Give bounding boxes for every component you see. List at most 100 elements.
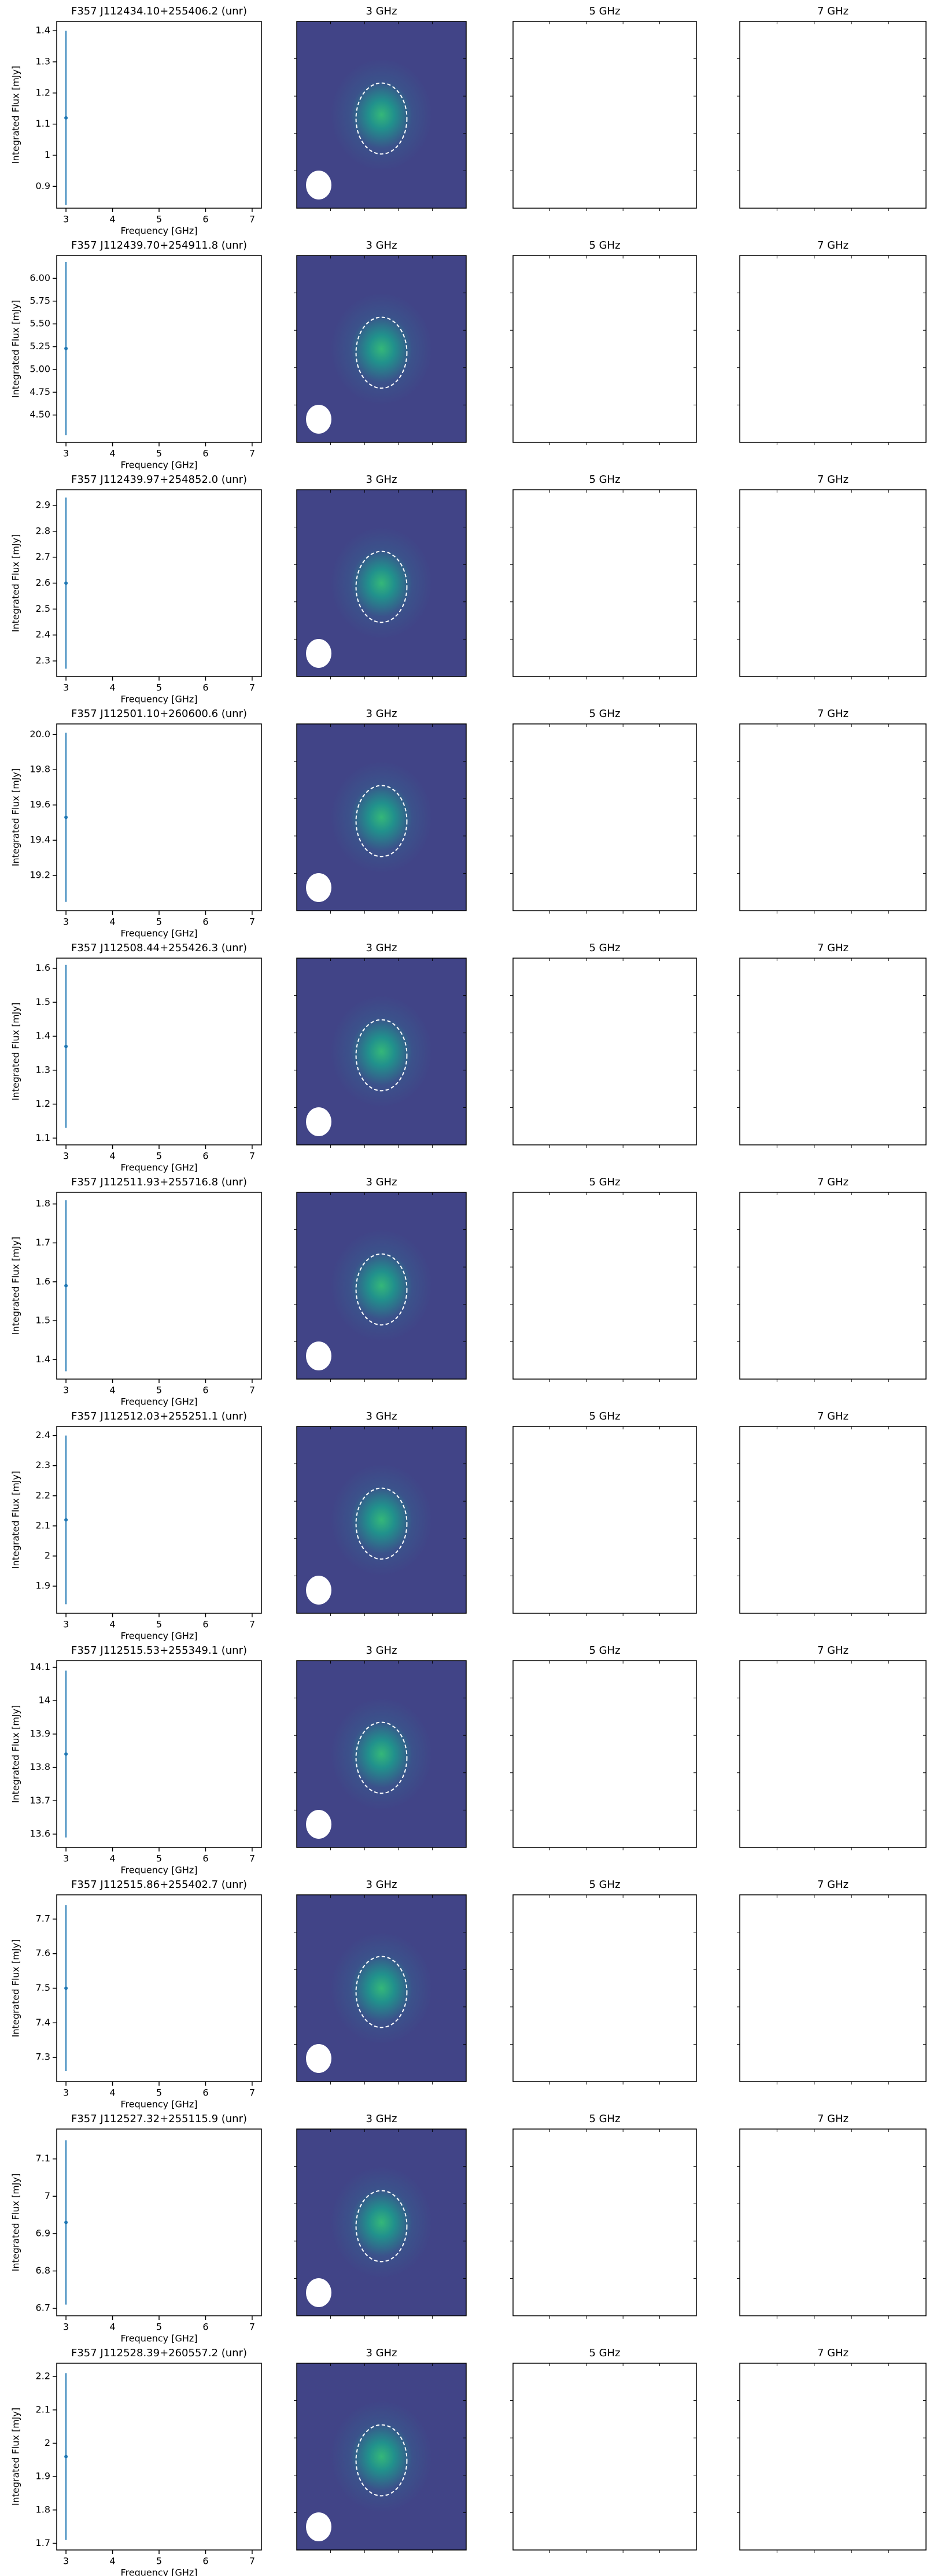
panel-frame [739,1894,927,2082]
y-tick-label: 7.1 [36,2153,50,2164]
y-tick-label: 13.7 [29,1795,50,1806]
x-tick-label: 3 [63,916,69,927]
y-tick-label: 2.2 [36,1490,50,1500]
x-tick-label: 7 [249,448,255,459]
y-tick-label: 7.7 [36,1913,50,1924]
x-tick-label: 6 [202,1619,208,1630]
x-tick-label: 6 [202,2322,208,2333]
panel-title: 7 GHz [817,239,849,252]
panel-title: 5 GHz [589,5,620,17]
panel-title: 5 GHz [589,1176,620,1188]
panel-frame [512,489,697,677]
row: F357 J112501.10+260600.6 (unr) 3 4 5 6 7 19.2 1… [10,708,927,939]
y-tick-label: 1.4 [36,1354,50,1365]
panel-frame [739,1192,927,1380]
panel-title: 3 GHz [366,1176,397,1188]
panel-frame [739,723,927,911]
data-point [64,1518,68,1522]
data-point [64,2455,68,2459]
y-tick-label: 2.4 [36,629,50,640]
data-point [64,815,68,819]
panel-title: 5 GHz [589,2113,620,2125]
fit-ellipse [355,82,408,155]
x-axis-label: Frequency [GHz] [120,2333,197,2344]
chart-title: F357 J112515.86+255402.7 (unr) [71,1879,247,1891]
panel-frame [512,2363,697,2551]
panel-frame [739,958,927,1145]
row: F357 J112511.93+255716.8 (unr) 3 4 5 6 7 1.4 1.… [10,1176,927,1407]
y-tick-label: 1.1 [36,1132,50,1143]
fit-ellipse [355,2424,408,2497]
y-tick-label: 5.50 [29,318,50,329]
row: F357 J112439.70+254911.8 (unr) 3 4 5 6 7 4.50 4… [10,239,927,471]
y-tick-label: 5.00 [29,363,50,374]
panel-title: 7 GHz [817,1644,849,1657]
y-tick-label: 2.1 [36,2404,50,2415]
x-axis-label: Frequency [GHz] [120,694,197,705]
chart-title: F357 J112528.39+260557.2 (unr) [71,2347,247,2359]
x-tick-label: 4 [109,448,115,459]
panel-frame [296,1660,467,1848]
y-tick-label: 19.6 [29,799,50,810]
x-tick-label: 6 [202,2556,208,2567]
y-tick-label: 2.6 [36,577,50,588]
y-tick-label: 1.6 [36,1276,50,1287]
chart-title: F357 J112512.03+255251.1 (unr) [71,1410,247,1422]
row: F357 J112508.44+255426.3 (unr) 3 4 5 6 7 1.1 1.… [10,942,927,1173]
source-glow [330,58,433,171]
y-tick-label: 2.1 [36,1520,50,1531]
x-tick-label: 6 [202,448,208,459]
y-tick-label: 7.5 [36,1982,50,1993]
panel-frame [296,958,467,1145]
x-tick-label: 3 [63,1151,69,1162]
data-point [64,2220,68,2224]
panel-frame [296,2128,467,2316]
panel-frame [512,1894,697,2082]
fit-ellipse [355,1253,408,1326]
y-tick-label: 14.1 [29,1661,50,1672]
y-tick-label: 2.3 [36,655,50,666]
x-axis-label: Frequency [GHz] [120,2099,197,2110]
source-glow [330,293,433,405]
y-tick-label: 14 [39,1695,50,1706]
panel-frame [739,21,927,209]
panel-frame [739,2128,927,2316]
y-tick-label: 2.3 [36,1459,50,1470]
x-tick-label: 5 [156,916,162,927]
y-tick-label: 1 [45,149,50,160]
panel-title: 5 GHz [589,1410,620,1422]
data-point [64,1044,68,1048]
panel-frame [739,1426,927,1614]
x-tick-label: 6 [202,1151,208,1162]
panel-frame [296,489,467,677]
panel-title: 3 GHz [366,474,397,486]
y-tick-label: 1.6 [36,962,50,973]
panel-title: 7 GHz [817,2347,849,2359]
x-tick-label: 3 [63,682,69,693]
y-tick-label: 19.4 [29,834,50,845]
x-tick-label: 5 [156,1853,162,1864]
plot-frame [56,723,262,911]
y-axis-label: Integrated Flux [mJy] [10,534,21,632]
x-tick-label: 7 [249,214,255,225]
y-axis-label: Integrated Flux [mJy] [10,768,21,866]
panel-title: 5 GHz [589,474,620,486]
x-tick-label: 6 [202,1385,208,1396]
y-tick-label: 1.2 [36,1098,50,1109]
y-tick-label: 2.4 [36,1429,50,1440]
plot-frame [56,1660,262,1848]
chart-title: F357 J112501.10+260600.6 (unr) [71,708,247,720]
panel-frame [296,1894,467,2082]
x-tick-label: 4 [109,682,115,693]
x-tick-label: 3 [63,2556,69,2567]
plot-frame [56,2128,262,2316]
x-axis-label: Frequency [GHz] [120,1865,197,1876]
panel-title: 7 GHz [817,1176,849,1188]
panel-frame [512,1192,697,1380]
y-tick-label: 2.8 [36,525,50,536]
beam [306,2512,331,2541]
y-tick-label: 7.3 [36,2052,50,2063]
panel-frame [739,1660,927,1848]
y-tick-label: 1.9 [36,2471,50,2482]
panel-title: 7 GHz [817,5,849,17]
